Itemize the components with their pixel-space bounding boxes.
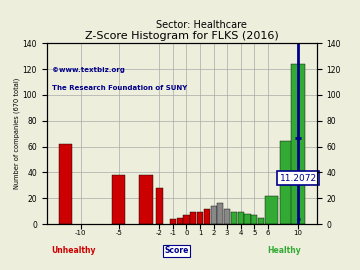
Title: Z-Score Histogram for FLKS (2016): Z-Score Histogram for FLKS (2016) [85, 31, 279, 41]
Bar [59, 144, 72, 224]
Bar [197, 212, 203, 224]
Text: Sector: Healthcare: Sector: Healthcare [156, 20, 247, 30]
Bar [211, 206, 217, 224]
Bar [291, 64, 305, 224]
Text: Unhealthy: Unhealthy [51, 246, 96, 255]
Bar [238, 212, 244, 224]
Text: ©www.textbiz.org: ©www.textbiz.org [52, 67, 125, 73]
Bar [177, 218, 183, 224]
Bar [224, 209, 230, 224]
Bar [280, 141, 293, 224]
Text: The Research Foundation of SUNY: The Research Foundation of SUNY [52, 85, 188, 91]
Bar [184, 215, 189, 224]
Bar [231, 212, 237, 224]
Bar [244, 214, 251, 224]
Text: Score: Score [164, 246, 189, 255]
Bar [139, 175, 153, 224]
Bar [265, 196, 278, 224]
Bar [258, 218, 264, 224]
Bar [156, 188, 163, 224]
Text: 11.2072: 11.2072 [279, 174, 316, 183]
Bar [112, 175, 125, 224]
Bar [217, 203, 224, 224]
Text: Healthy: Healthy [267, 246, 301, 255]
Y-axis label: Number of companies (670 total): Number of companies (670 total) [13, 78, 20, 189]
Bar [170, 219, 176, 224]
Bar [204, 209, 210, 224]
Bar [190, 212, 196, 224]
Bar [251, 215, 257, 224]
